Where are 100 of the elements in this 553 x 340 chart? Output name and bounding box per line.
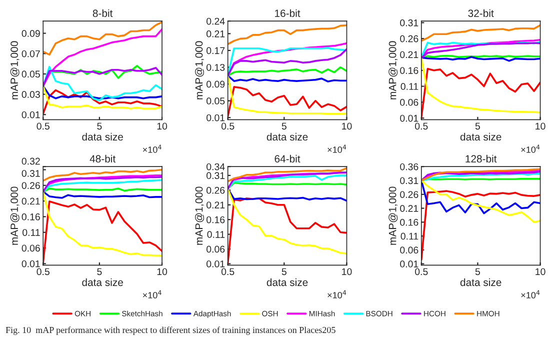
x-tick-label: 0.5: [415, 122, 428, 130]
line-series: [228, 172, 347, 190]
x-axis-title: data size: [266, 132, 308, 141]
y-axis-title: mAP@1,000: [195, 41, 204, 100]
y-tick-label: 0.16: [400, 218, 418, 226]
caption: Fig. 10 mAP performance with respect to different sizes of training instances on Places205: [6, 326, 336, 335]
line-series: [43, 85, 162, 100]
y-tick-label: 0.21: [206, 30, 225, 38]
x-tick-label: 5: [97, 268, 102, 276]
line-series: [421, 24, 540, 42]
chart-title: 16-bit: [275, 9, 300, 18]
y-tick-label: 0.21: [400, 51, 418, 58]
x-axis-title: data size: [82, 278, 123, 286]
x-tick-label: 5: [282, 122, 286, 130]
y-tick-label: 0.32: [22, 158, 40, 165]
y-tick-label: 0.09: [22, 30, 40, 37]
y-tick-label: 0.21: [206, 202, 225, 208]
chart-title: 48-bit: [90, 154, 116, 163]
x-tick-label: 0.5: [36, 268, 50, 276]
text: ×10$^{4}$: [521, 290, 540, 298]
y-tick-label: 0.26: [206, 186, 225, 194]
line-series: [421, 56, 540, 114]
text: ×10$^{4}$: [328, 290, 346, 298]
x-tick-label: 10: [342, 268, 352, 276]
line-series: [228, 86, 347, 118]
text: ×10$^{4}$: [142, 290, 162, 298]
y-tick-label: 0.01: [400, 114, 418, 122]
x-tick-label: 0.5: [221, 268, 234, 276]
y-tick-label: 0.11: [22, 229, 40, 236]
y-tick-label: 0.13: [206, 64, 225, 71]
x-tick-label: 0.5: [36, 122, 50, 130]
y-tick-label: 0.06: [400, 98, 418, 106]
line-series: [228, 24, 347, 46]
y-axis-title: mAP@1,000: [195, 186, 204, 245]
chart-title: 64-bit: [274, 154, 300, 163]
line-series: [228, 66, 347, 77]
y-tick-label: 0.26: [400, 35, 418, 42]
text: ×10$^{4}$: [142, 144, 162, 153]
line-series: [228, 174, 347, 190]
line-series: [421, 180, 540, 214]
x-tick-label: 5: [97, 122, 102, 130]
line-series: [228, 188, 347, 202]
line-series: [43, 89, 162, 114]
chart-title: 32-bit: [468, 9, 494, 18]
y-tick-label: 0.24: [206, 18, 225, 25]
y-tick-label: 0.11: [400, 232, 418, 240]
y-tick-label: 0.31: [400, 177, 418, 184]
y-tick-label: 0.31: [22, 170, 40, 177]
y-tick-label: 0.06: [400, 246, 418, 254]
x-axis-title: data size: [82, 132, 123, 141]
x-tick-label: 10: [536, 122, 546, 130]
chart-title: 128-bit: [466, 154, 497, 163]
x-tick-label: 10: [342, 122, 352, 130]
x-tick-label: 5: [475, 268, 480, 276]
y-tick-label: 0.01: [22, 260, 40, 268]
line-series: [421, 180, 540, 224]
x-tick-label: 10: [157, 122, 168, 130]
y-tick-label: 0.21: [22, 198, 40, 205]
y-tick-label: 0.06: [206, 246, 225, 253]
line-series: [43, 85, 162, 110]
y-tick-label: 0.09: [206, 80, 225, 88]
y-tick-label: 0.11: [400, 83, 418, 90]
x-tick-label: 0.5: [221, 122, 234, 130]
y-axis-title: mAP@1,000: [10, 186, 20, 245]
x-tick-label: 10: [536, 268, 546, 276]
text: ×10$^{4}$: [328, 144, 346, 153]
x-tick-label: 5: [282, 268, 286, 276]
y-axis-title: mAP@1,000: [388, 186, 398, 245]
y-axis-title: mAP@1,000: [10, 41, 20, 100]
y-tick-label: 0.31: [206, 172, 225, 180]
y-tick-label: 0.06: [22, 244, 40, 252]
y-tick-label: 0.07: [22, 50, 40, 58]
y-tick-label: 0.01: [22, 111, 40, 118]
y-tick-label: 0.16: [400, 67, 418, 74]
chart-title: 8-bit: [92, 9, 113, 18]
x-axis-title: data size: [460, 132, 502, 141]
y-axis-title: mAP@1,000: [388, 41, 398, 100]
y-tick-label: 0.11: [207, 231, 225, 238]
y-tick-label: 0.21: [400, 204, 418, 212]
line-series: [421, 190, 540, 261]
y-tick-label: 0.05: [206, 98, 225, 104]
line-series: [43, 28, 162, 88]
y-tick-label: 0.26: [400, 191, 418, 198]
line-series: [43, 66, 162, 102]
y-tick-label: 0.31: [400, 19, 418, 26]
line-series: [228, 188, 347, 254]
y-tick-label: 0.16: [22, 213, 40, 220]
x-axis-title: data size: [460, 278, 502, 286]
line-series: [228, 74, 347, 115]
y-tick-label: 0.01: [400, 260, 418, 268]
y-tick-label: 0.26: [22, 182, 40, 189]
x-tick-label: 0.5: [415, 268, 428, 276]
text: ×10$^{4}$: [521, 144, 540, 153]
y-tick-label: 0.01: [206, 260, 225, 268]
y-tick-label: 0.03: [22, 91, 40, 98]
y-tick-label: 0.01: [206, 114, 225, 122]
y-tick-label: 0.36: [400, 163, 418, 170]
y-tick-label: 0.16: [206, 216, 225, 224]
y-tick-label: 0.17: [206, 47, 225, 54]
y-tick-label: 0.34: [206, 163, 225, 170]
